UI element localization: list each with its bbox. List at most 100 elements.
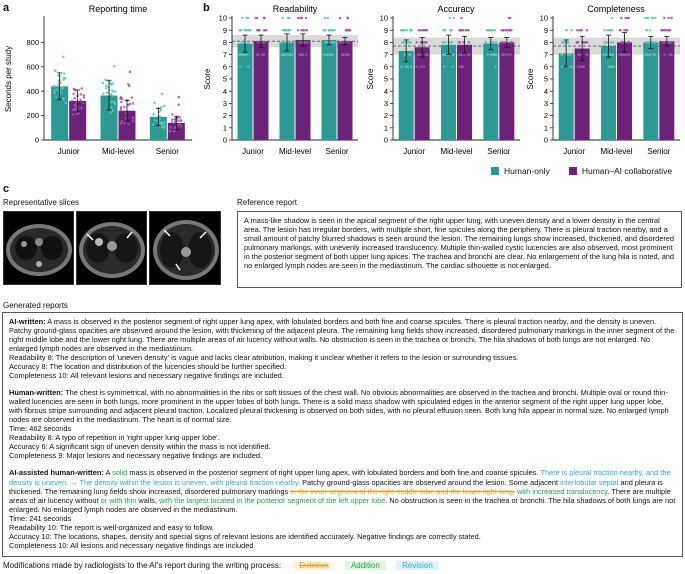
data-point: [324, 41, 328, 44]
data-point: [170, 121, 174, 124]
data-point: [449, 41, 452, 44]
data-point: [151, 123, 155, 126]
data-point: [663, 16, 666, 20]
data-point: [627, 41, 630, 44]
data-point: [650, 16, 654, 20]
data-point: [112, 100, 116, 104]
data-point: [286, 53, 290, 56]
data-point: [322, 28, 325, 32]
data-point: [457, 41, 461, 44]
data-point: [669, 41, 672, 44]
data-point: [460, 16, 463, 20]
data-point: [569, 53, 572, 56]
data-point: [400, 65, 403, 69]
data-point: [458, 53, 462, 56]
data-point: [158, 114, 161, 118]
data-point: [263, 28, 266, 32]
data-point: [72, 113, 75, 116]
assisted-seg: . No obstruction is seen in the trachea …: [9, 495, 676, 514]
data-point: [163, 104, 166, 108]
data-point: [502, 41, 506, 44]
y-axis-label: Score: [366, 68, 375, 89]
data-point: [301, 28, 305, 32]
data-point: [624, 16, 627, 20]
y-tick-label: 8: [384, 38, 388, 47]
data-point: [303, 41, 307, 44]
data-point: [110, 100, 113, 104]
data-point: [467, 28, 470, 32]
data-point: [604, 53, 608, 56]
data-point: [281, 53, 285, 56]
data-point: [245, 16, 248, 20]
data-point: [577, 65, 580, 69]
data-point: [242, 53, 246, 56]
human-readability: Readability 8: A typo of repetition in '…: [9, 433, 220, 443]
assisted-accuracy: Accuracy 10: The locations, shapes, dens…: [9, 531, 481, 541]
assisted-addition: with the largest located in the posterio…: [158, 495, 386, 505]
data-point: [443, 28, 447, 32]
data-point: [578, 28, 581, 32]
data-point: [246, 53, 249, 56]
data-point: [344, 53, 348, 56]
data-point: [111, 94, 114, 97]
ct-slice-2: [76, 211, 147, 285]
data-point: [462, 41, 465, 44]
y-tick-label: 4: [544, 87, 548, 96]
data-point: [173, 129, 176, 133]
y-axis-label: Seconds per study: [4, 46, 13, 112]
data-point: [289, 53, 293, 56]
assisted-addition: or with thin: [100, 495, 137, 505]
y-tick-label: 8: [544, 38, 548, 47]
data-point: [654, 41, 658, 44]
y-tick-label: 10: [219, 14, 227, 23]
data-point: [110, 106, 113, 109]
assisted-addition: with increased translucency: [517, 486, 608, 496]
y-tick-label: 0: [544, 136, 548, 145]
ai-completeness: Completeness 10: All relevant lesions an…: [9, 371, 284, 381]
data-point: [104, 86, 108, 90]
modifications-legend: Modifications made by radiologists to th…: [3, 561, 439, 570]
data-point: [331, 53, 335, 56]
data-point: [287, 41, 290, 44]
legend-human-label: Human-only: [504, 166, 550, 176]
data-point: [238, 65, 242, 69]
data-point: [570, 28, 573, 32]
data-point: [127, 83, 130, 86]
data-point: [285, 53, 288, 56]
data-point: [443, 65, 446, 69]
bar-ai: [457, 44, 472, 141]
data-point: [648, 28, 652, 32]
y-tick-label: 6: [544, 62, 548, 71]
chart-title: Accuracy: [437, 4, 475, 14]
panel-a-label: a: [3, 2, 10, 14]
data-point: [153, 101, 156, 105]
panel-c-label: c: [3, 183, 10, 195]
data-point: [55, 88, 59, 91]
y-tick-label: 9: [223, 26, 227, 35]
data-point: [53, 89, 56, 92]
assisted-deletion: in the inner segment of the right middle…: [290, 486, 516, 496]
data-point: [606, 28, 609, 32]
data-point: [111, 108, 115, 112]
data-point: [661, 41, 665, 44]
data-point: [458, 65, 462, 69]
data-point: [79, 93, 82, 96]
chart-reporting-time: Reporting time Seconds per study 0 200 400 60…: [4, 4, 192, 156]
data-point: [399, 28, 403, 32]
data-point: [441, 41, 445, 44]
data-point: [131, 120, 135, 123]
data-point: [246, 41, 250, 44]
x-tick-label: Senior: [647, 147, 670, 156]
bar-ai: [499, 42, 515, 140]
data-point: [403, 53, 406, 56]
generated-title: Generated reports: [3, 301, 68, 310]
data-point: [80, 106, 83, 110]
data-point: [114, 90, 117, 94]
deletion-key: Deletion: [293, 561, 335, 570]
assisted-completeness: Completeness 10: All lesions and necessa…: [9, 540, 256, 550]
data-point: [667, 41, 670, 44]
bar-ai: [337, 41, 353, 140]
data-point: [82, 93, 86, 97]
data-point: [648, 53, 651, 56]
data-point: [403, 28, 406, 32]
